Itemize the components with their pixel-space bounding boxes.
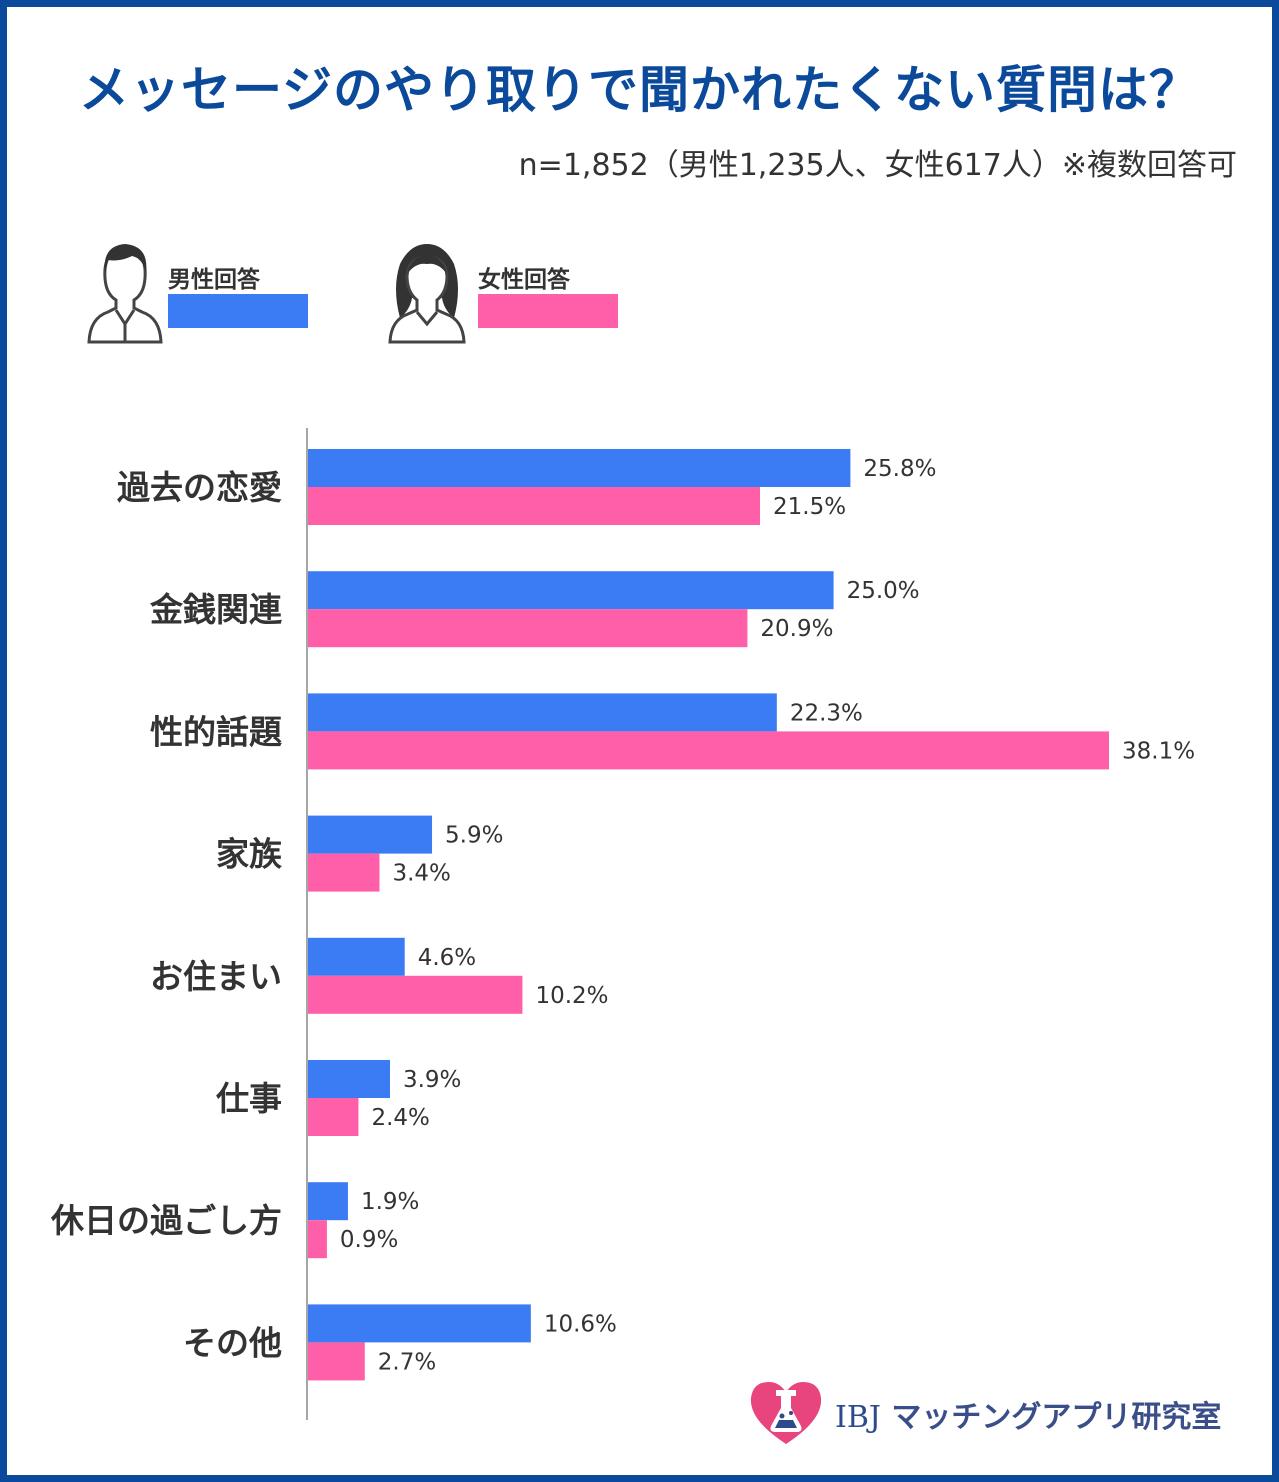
bar-female xyxy=(308,1098,359,1136)
data-label: 0.9% xyxy=(340,1227,398,1253)
bar-male xyxy=(308,449,851,487)
man-icon xyxy=(87,244,163,344)
data-label: 3.4% xyxy=(392,861,450,887)
chart-title: メッセージのやり取りで聞かれたくない質問は？ xyxy=(79,61,1200,119)
legend-male-label: 男性回答 xyxy=(168,267,260,293)
data-label: 2.7% xyxy=(378,1349,436,1375)
data-label: 4.6% xyxy=(418,945,476,971)
data-label: 20.9% xyxy=(760,616,833,642)
legend-female-swatch xyxy=(478,294,618,328)
data-label: 38.1% xyxy=(1122,738,1195,764)
legend-female-label: 女性回答 xyxy=(478,267,570,293)
bar-male xyxy=(308,571,834,610)
logo-text: IBJ マッチングアプリ研究室 xyxy=(835,1392,1221,1436)
data-label: 5.9% xyxy=(445,823,503,849)
data-label: 25.0% xyxy=(847,578,920,604)
bar-male xyxy=(308,937,405,976)
data-label: 25.8% xyxy=(863,456,936,482)
woman-icon xyxy=(388,244,466,344)
logo-name: マッチングアプリ研究室 xyxy=(891,1400,1222,1435)
bar-female xyxy=(308,731,1109,770)
heart-flask-icon xyxy=(750,1382,822,1444)
bar-male xyxy=(308,1304,531,1343)
legend-male-swatch xyxy=(168,294,308,328)
bar-female xyxy=(308,609,748,648)
category-label: その他 xyxy=(183,1323,282,1362)
category-label: 性的話題 xyxy=(150,712,282,751)
data-label: 3.9% xyxy=(403,1067,461,1093)
bar-female xyxy=(308,1220,327,1259)
bar-female xyxy=(308,975,523,1014)
data-label: 10.6% xyxy=(544,1311,617,1337)
data-label: 10.2% xyxy=(535,983,608,1009)
bar-male xyxy=(308,1182,348,1221)
data-label: 2.4% xyxy=(371,1105,429,1131)
category-label: お住まい xyxy=(150,957,282,996)
data-label: 22.3% xyxy=(790,700,863,726)
category-label: 家族 xyxy=(216,835,282,874)
bar-male xyxy=(308,815,433,854)
category-label: 休日の過ごし方 xyxy=(50,1201,282,1240)
bar-female xyxy=(308,487,761,525)
bar-female xyxy=(308,853,380,892)
bar-male xyxy=(308,693,777,732)
category-label: 金銭関連 xyxy=(149,590,283,629)
category-label: 仕事 xyxy=(216,1079,282,1118)
bar-male xyxy=(308,1060,390,1098)
bar-female xyxy=(308,1342,365,1381)
chart-subtitle: n=1,852（男性1,235人、女性617人）※複数回答可 xyxy=(518,148,1237,183)
data-label: 1.9% xyxy=(361,1189,419,1215)
category-label: 過去の恋愛 xyxy=(117,468,282,507)
data-label: 21.5% xyxy=(773,494,846,520)
logo-brand: IBJ xyxy=(835,1400,881,1435)
